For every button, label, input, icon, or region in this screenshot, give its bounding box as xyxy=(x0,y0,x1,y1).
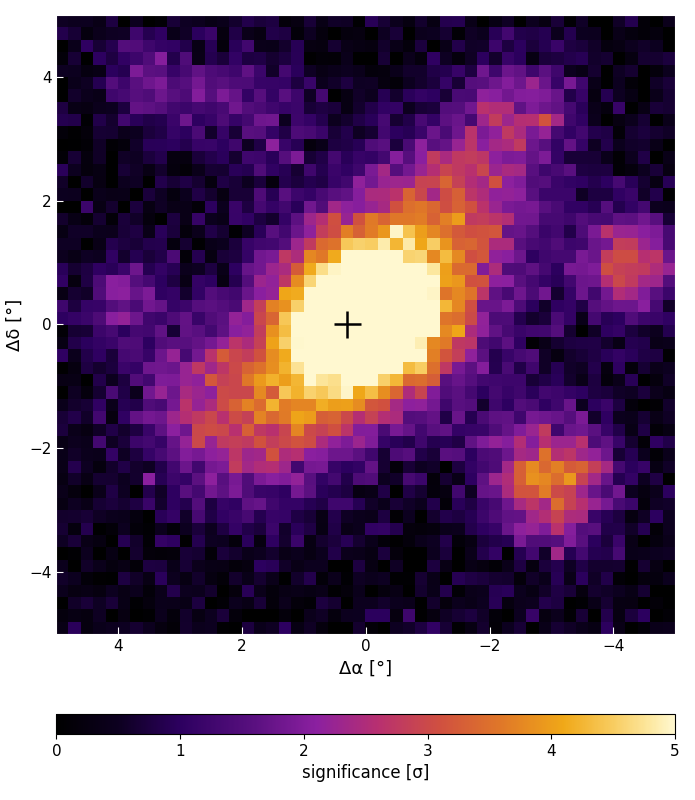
X-axis label: significance [σ]: significance [σ] xyxy=(302,764,430,782)
Y-axis label: Δδ [°]: Δδ [°] xyxy=(6,298,24,350)
X-axis label: Δα [°]: Δα [°] xyxy=(339,659,393,678)
